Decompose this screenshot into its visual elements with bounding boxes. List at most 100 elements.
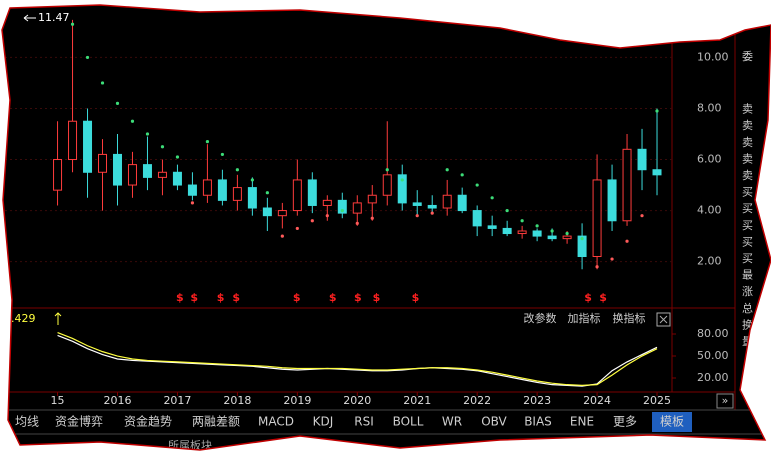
sar-dot [655,109,659,113]
indicator-button[interactable]: 换指标 [613,311,646,325]
sar-dot [490,196,494,200]
x-tick-label: 2018 [223,394,251,407]
y-tick-label: 20.00 [697,371,729,384]
sar-dot [640,214,644,218]
indicator-line [57,331,658,386]
signal-marker: $ [584,291,592,304]
sector-tab[interactable]: 所属板块 [168,438,212,452]
sar-dot [310,219,314,223]
panel-label: 买 [742,202,753,215]
sar-dot [625,239,629,243]
y-tick-label: 10.00 [697,50,729,63]
tab[interactable]: BOLL [393,415,424,429]
sar-dot [325,214,329,218]
y-tick-label: 2.00 [697,255,722,268]
candle-body [112,153,122,186]
x-tick-label: 15 [51,394,65,407]
candle-body [442,194,452,209]
panel-label: 卖 [742,119,753,132]
tab[interactable]: WR [442,415,462,429]
signal-marker: $ [599,291,607,304]
candle-body [232,187,242,201]
panel-label: 买 [742,186,753,199]
sar-dot [355,221,359,225]
candle-body [172,171,182,186]
candle-body [637,148,647,171]
y-tick-label: 8.00 [697,101,722,114]
candle-body [98,153,108,173]
indicator-arrow [54,312,62,325]
tab[interactable]: 资金趋势 [124,414,172,429]
tab[interactable]: 模板 [660,415,684,429]
more-button[interactable]: » [722,394,729,407]
candle-body [53,159,63,191]
indicator-button[interactable]: 加指标 [568,311,601,325]
panel-label: 卖 [742,169,753,182]
tab[interactable]: ENE [570,415,594,429]
sar-dot [70,22,75,26]
close-button[interactable] [656,312,671,327]
candle-body [277,210,287,217]
y-tick-label: 80.00 [697,327,729,340]
indicator-value: 1.429 [4,312,36,325]
candle-body [352,202,362,214]
candle-body [142,164,152,178]
signal-marker: $ [176,291,184,304]
panel-label: 总 [742,301,753,315]
x-tick-label: 2016 [103,394,131,407]
candle-body [607,179,617,222]
more-box[interactable] [716,393,734,409]
tab[interactable]: RSI [354,415,374,429]
sar-dot [430,211,434,215]
tab[interactable]: BIAS [524,415,552,429]
sar-dot [280,234,284,238]
x-tick-label: 2017 [163,394,191,407]
panel-label: 最 [742,269,753,282]
candle-body [562,235,572,240]
sar-dot [535,224,539,228]
x-tick-label: 2024 [583,394,611,407]
signal-marker: $ [412,291,420,304]
signal-marker: $ [190,291,198,304]
tab[interactable]: 更多 [613,415,637,429]
candle-body [502,227,512,235]
sar-dot [385,168,389,172]
sar-dot [145,132,150,136]
panel-label: 卖 [742,103,753,116]
sar-dot [220,152,225,157]
tab[interactable]: OBV [481,415,507,429]
sar-dot [460,173,464,177]
tab[interactable]: 均线 [15,415,39,429]
sar-dot [130,119,135,123]
signal-marker: $ [329,291,337,304]
sar-dot [505,208,509,213]
indicator-line [57,334,658,387]
signal-marker: $ [354,291,362,304]
y-tick-label: 50.00 [697,349,729,362]
candle-body [397,174,407,204]
x-tick-label: 2019 [283,394,311,407]
sar-dot [265,191,269,195]
tab[interactable]: MACD [258,415,294,429]
candle-body [307,179,317,206]
panel-label: 换 [742,317,753,331]
torn-edge [1,4,771,451]
max-label: 11.47 [38,11,70,24]
tab[interactable]: 资金博弈 [55,414,103,429]
sar-dot [595,265,599,269]
tab[interactable]: KDJ [313,415,334,429]
sar-dot [235,168,239,172]
sar-dot [250,178,254,182]
close-icon [659,315,668,324]
tab[interactable]: 两融差额 [192,415,240,429]
candle-body [83,120,93,173]
signal-marker: $ [293,291,301,304]
indicator-button[interactable]: 改参数 [524,311,557,325]
candle-body [412,202,422,206]
y-tick-label: 6.00 [697,153,722,166]
sar-dot [565,231,569,236]
panel-label: 卖 [742,136,753,149]
sar-dot [205,140,210,144]
candle-body [68,120,78,161]
